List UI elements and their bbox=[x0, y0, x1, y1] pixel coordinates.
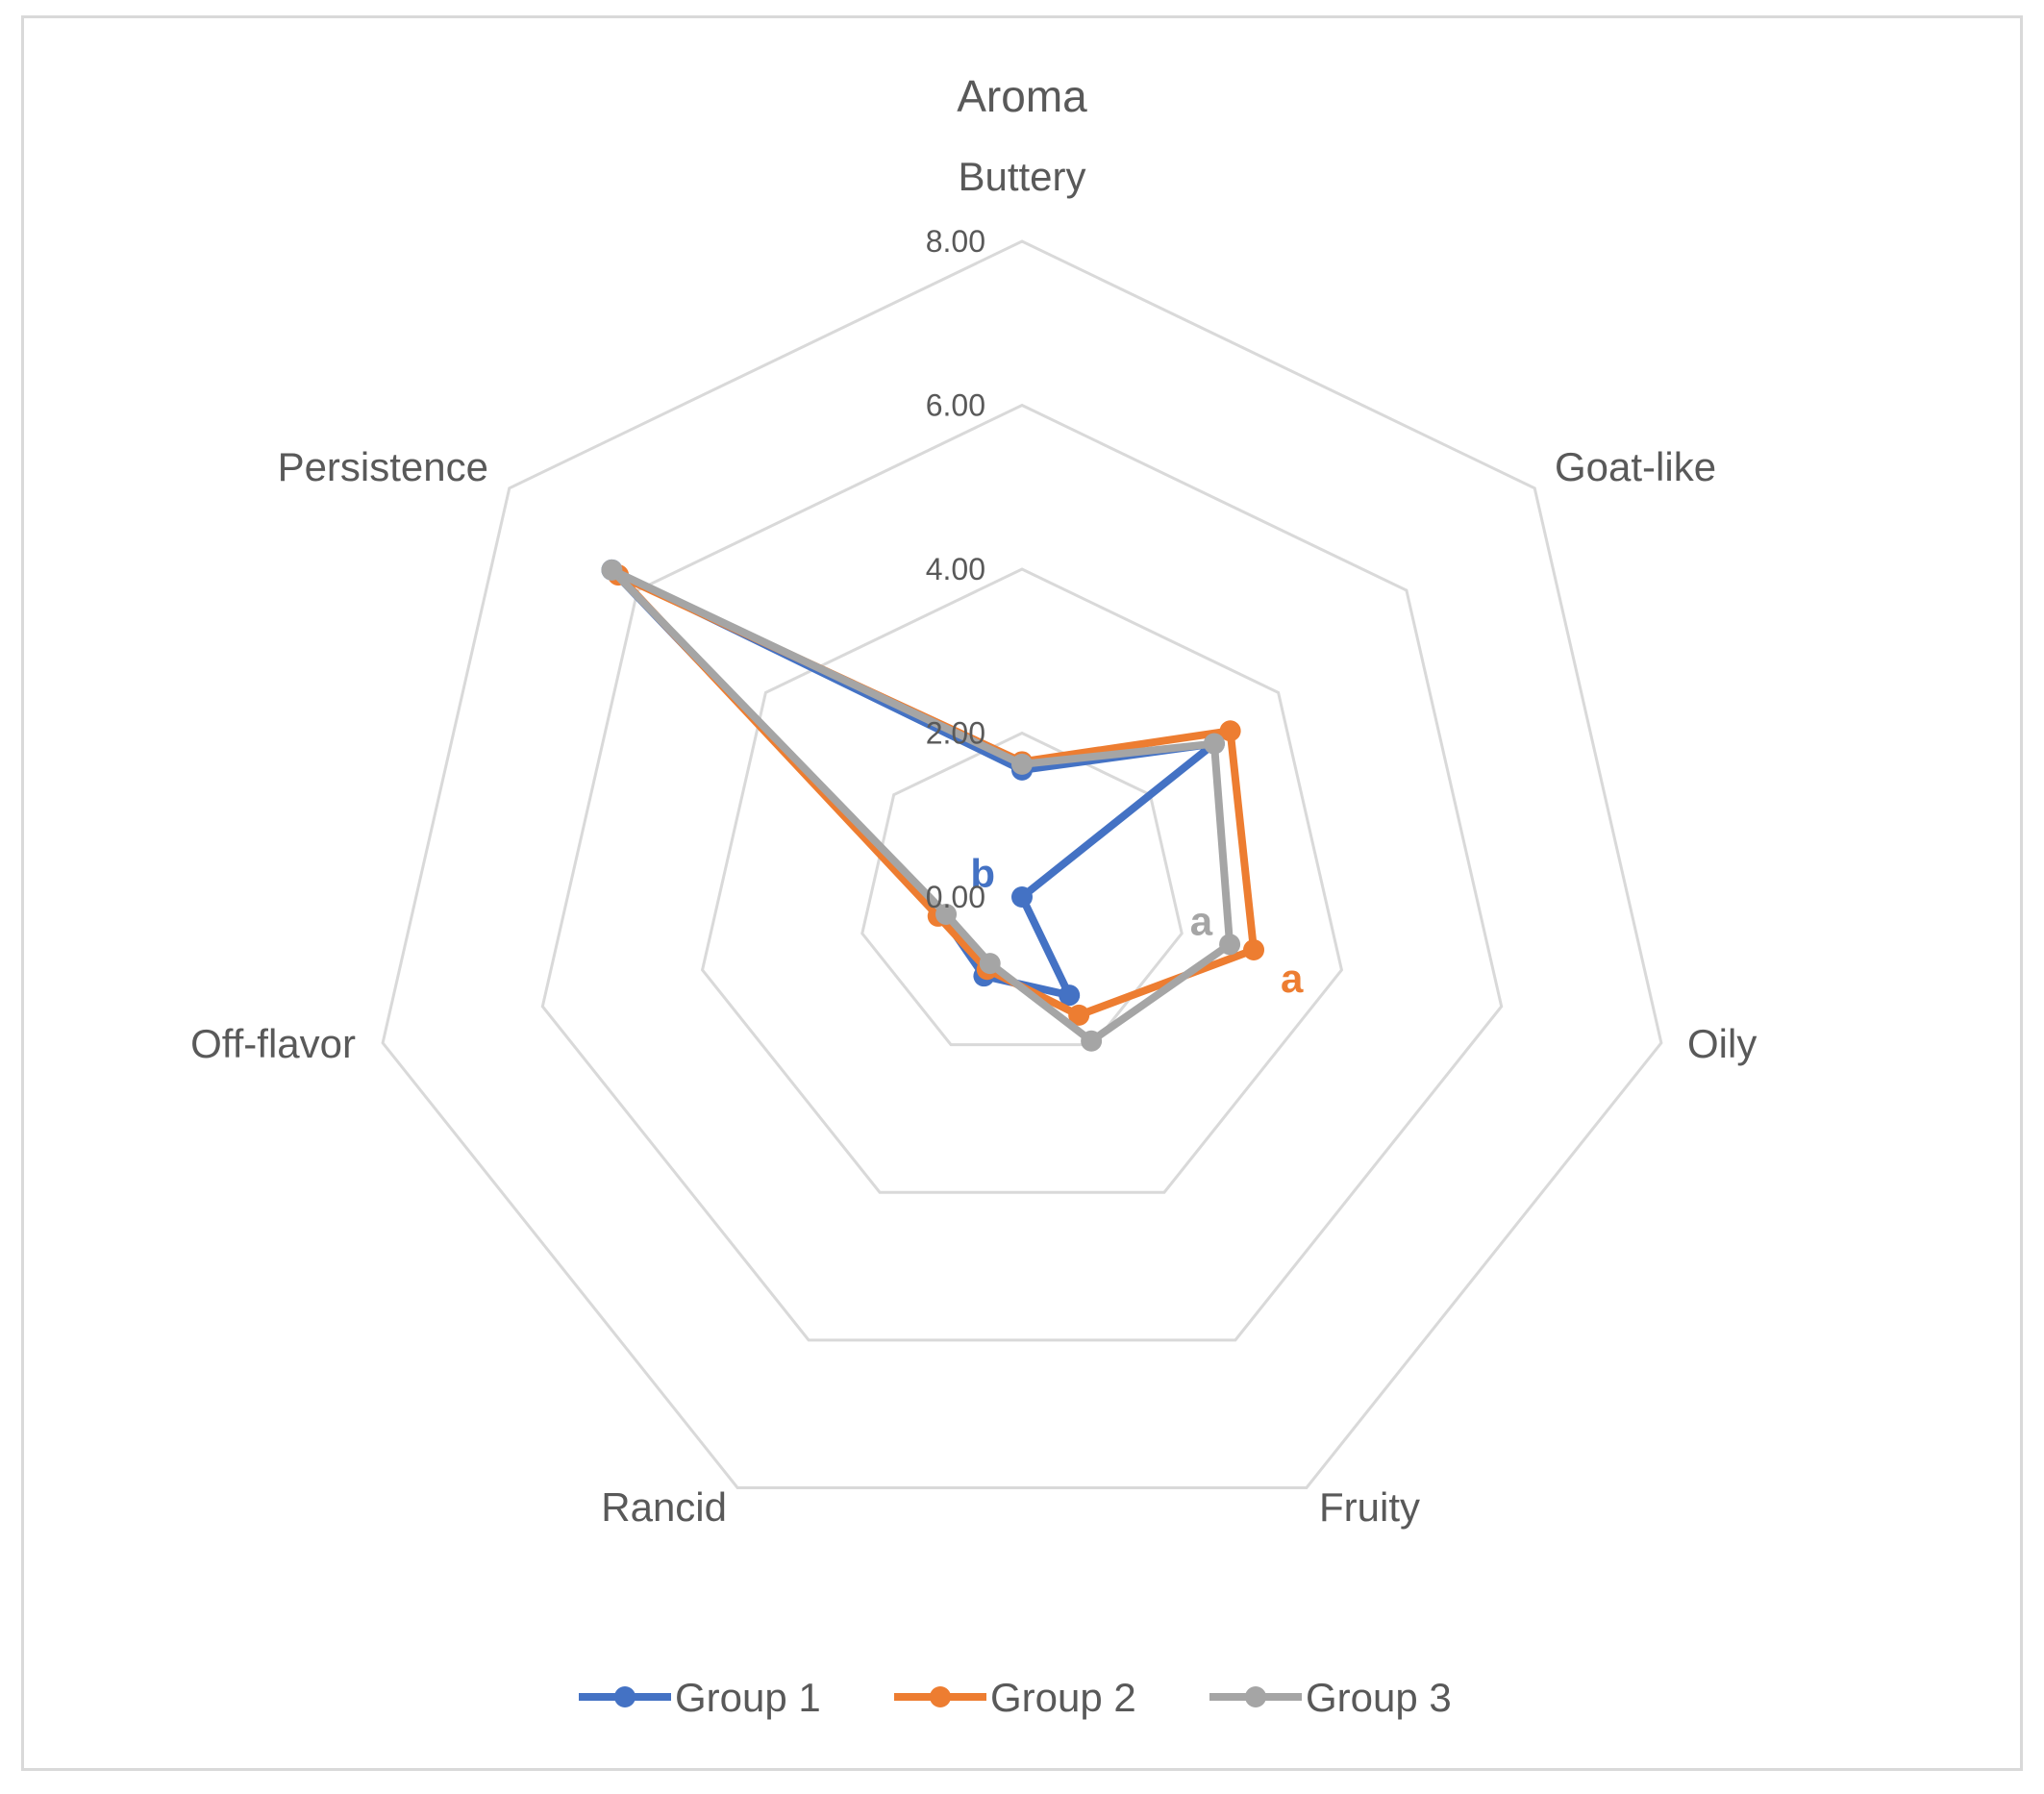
legend-label-group-1: Group 1 bbox=[675, 1675, 821, 1720]
legend-marker-group-2 bbox=[930, 1686, 951, 1707]
group-2-point-oily bbox=[1243, 939, 1265, 961]
axis-tick-label: 4.00 bbox=[926, 552, 985, 586]
significance-letter-2: a bbox=[1190, 898, 1213, 943]
category-label-rancid: Rancid bbox=[601, 1484, 727, 1530]
grid-ring-8 bbox=[381, 239, 1663, 1489]
legend-item-group-2: Group 2 bbox=[894, 1675, 1136, 1720]
axis-tick-label: 0.00 bbox=[926, 880, 985, 914]
grid-ring-2 bbox=[860, 731, 1184, 1047]
radar-series bbox=[601, 559, 1265, 1052]
group-3-point-fruity bbox=[1081, 1030, 1103, 1052]
grid-ring-4 bbox=[700, 567, 1344, 1194]
legend-marker-group-3 bbox=[1245, 1686, 1266, 1707]
group-3-point-goat-like bbox=[1203, 733, 1225, 755]
axis-tick-label: 2.00 bbox=[926, 716, 985, 751]
chart-title: Aroma bbox=[957, 71, 1087, 121]
legend-item-group-1: Group 1 bbox=[579, 1675, 821, 1720]
radar-category-labels: Buttery Goat-like Oily Fruity Rancid Off-flav… bbox=[190, 154, 1757, 1530]
group-3-point-persistence bbox=[601, 559, 623, 581]
legend-item-group-3: Group 3 bbox=[1209, 1675, 1452, 1720]
group-2-point-goat-like bbox=[1219, 720, 1241, 742]
legend-marker-group-1 bbox=[614, 1686, 636, 1707]
group-1-point-fruity bbox=[1059, 984, 1081, 1007]
legend-label-group-3: Group 3 bbox=[1306, 1675, 1452, 1720]
radar-annotations: b a a bbox=[970, 851, 1304, 1001]
significance-letter-3: a bbox=[1281, 956, 1304, 1001]
radar-grid bbox=[381, 239, 1663, 1489]
group-3-point-off-flavor bbox=[935, 904, 958, 926]
category-label-off-flavor: Off-flavor bbox=[190, 1021, 356, 1066]
category-label-persistence: Persistence bbox=[278, 444, 488, 489]
group-3-point-buttery bbox=[1011, 753, 1033, 775]
legend: Group 1 Group 2 Group 3 bbox=[579, 1675, 1452, 1720]
group-2-point-fruity bbox=[1068, 1004, 1090, 1026]
radar-tick-labels: 0.00 2.00 4.00 6.00 8.00 bbox=[926, 224, 985, 914]
legend-label-group-2: Group 2 bbox=[990, 1675, 1136, 1720]
category-label-goat-like: Goat-like bbox=[1555, 444, 1716, 489]
significance-letter-1: b bbox=[970, 851, 995, 896]
category-label-oily: Oily bbox=[1687, 1021, 1757, 1066]
group-3-line bbox=[608, 565, 1234, 1045]
group-2-line bbox=[614, 571, 1259, 1019]
category-label-fruity: Fruity bbox=[1319, 1484, 1420, 1530]
group-3-series bbox=[601, 559, 1241, 1052]
axis-tick-label: 6.00 bbox=[926, 388, 985, 423]
grid-ring-6 bbox=[540, 403, 1504, 1342]
group-3-point-oily bbox=[1219, 934, 1241, 956]
group-1-series bbox=[601, 559, 1225, 1007]
axis-tick-label: 8.00 bbox=[926, 224, 985, 259]
group-1-point-oily bbox=[1011, 886, 1033, 908]
group-3-point-rancid bbox=[979, 953, 1001, 975]
category-label-buttery: Buttery bbox=[958, 154, 1085, 199]
